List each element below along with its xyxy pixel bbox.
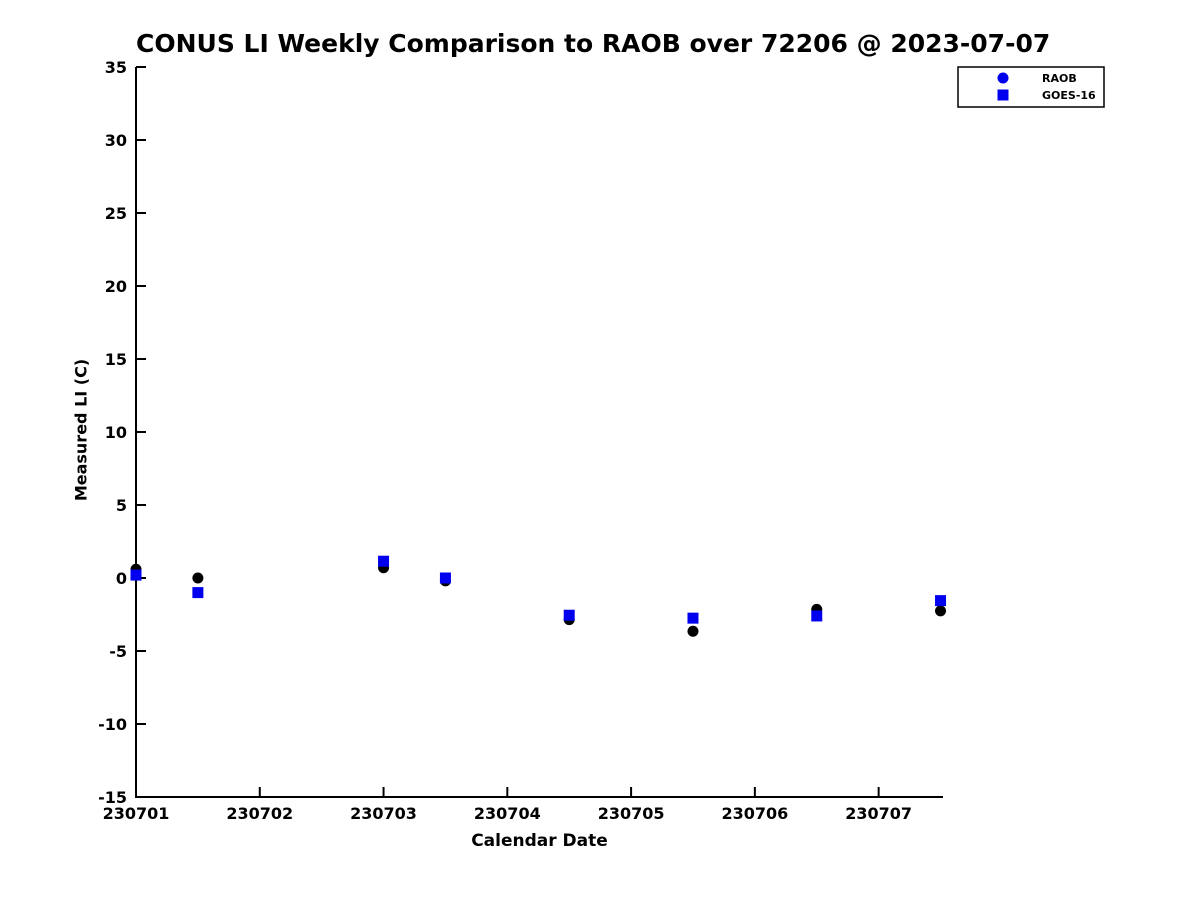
x-tick-label: 230706 — [721, 804, 788, 823]
y-tick-label: 20 — [105, 277, 127, 296]
x-tick-label: 230701 — [103, 804, 170, 823]
y-tick-label: 35 — [105, 58, 127, 77]
legend-goes-16-label: GOES-16 — [1042, 89, 1096, 102]
goes-16-point — [439, 572, 451, 584]
y-tick-label: -5 — [109, 642, 127, 661]
x-tick-label: 230702 — [226, 804, 293, 823]
goes-16-point — [192, 587, 204, 599]
legend-raob-marker-icon — [997, 72, 1009, 84]
legend-raob-label: RAOB — [1042, 72, 1077, 85]
goes-16-point — [811, 610, 823, 622]
y-tick-label: 15 — [105, 350, 127, 369]
goes-16-point — [687, 612, 699, 624]
y-tick-label: 5 — [116, 496, 127, 515]
x-tick-label: 230707 — [845, 804, 912, 823]
x-tick-label: 230704 — [474, 804, 541, 823]
y-tick-label: 0 — [116, 569, 127, 588]
y-tick-label: 10 — [105, 423, 127, 442]
raob-point — [935, 605, 947, 617]
legend-box — [957, 66, 1105, 108]
y-tick-label: 25 — [105, 204, 127, 223]
goes-16-point — [130, 569, 142, 581]
chart-title: CONUS LI Weekly Comparison to RAOB over … — [136, 29, 1051, 58]
y-tick-label: -10 — [98, 715, 127, 734]
x-tick-label: 230705 — [598, 804, 665, 823]
goes-16-point — [563, 609, 575, 621]
raob-point — [192, 572, 204, 584]
goes-16-point — [378, 555, 390, 567]
x-axis-label: Calendar Date — [471, 831, 608, 851]
y-tick-label: -15 — [98, 788, 127, 807]
x-tick-label: 230703 — [350, 804, 417, 823]
y-tick-label: 30 — [105, 131, 127, 150]
goes-16-point — [935, 595, 947, 607]
legend-goes-16-marker-icon — [997, 89, 1009, 101]
raob-point — [687, 625, 699, 637]
